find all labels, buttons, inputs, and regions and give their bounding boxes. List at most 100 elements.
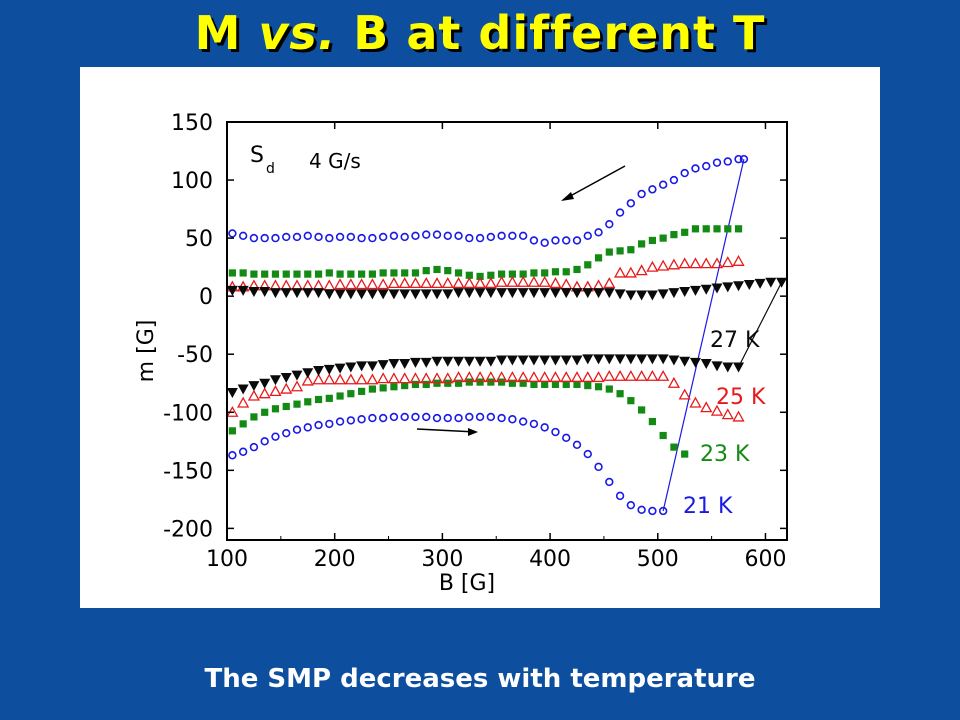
series-2-upper-point	[721, 256, 734, 268]
series-2-upper-point	[678, 257, 691, 269]
series-0-upper-point	[626, 199, 636, 208]
arrow-down-sweep	[562, 165, 626, 201]
series-2-lower-point	[560, 371, 573, 383]
x-tick-label: 300	[421, 547, 463, 572]
series-0-lower-point	[497, 413, 506, 423]
series-3-lower-point	[259, 378, 271, 389]
series-3-lower-point	[463, 356, 475, 367]
series-2-lower-point	[323, 373, 336, 385]
series-3-lower-point	[280, 372, 292, 383]
series-3-upper-point	[506, 288, 518, 299]
series-0-lower-point	[271, 432, 280, 441]
series-3-lower-point	[226, 388, 238, 399]
series-0-lower-point	[605, 477, 614, 487]
series-0-upper-point	[335, 232, 345, 242]
y-tick-label: 100	[171, 169, 213, 194]
series-2-lower-point	[700, 401, 713, 413]
series-1-lower-point	[347, 390, 355, 398]
series-0-lower-point	[508, 415, 517, 424]
series-3-lower-point	[453, 356, 465, 367]
series-2-upper-point	[344, 278, 357, 290]
series-0-upper-point	[443, 231, 452, 240]
series-0-lower-point	[443, 413, 452, 423]
series-0-upper-point	[594, 228, 603, 237]
series-3-lower-point	[291, 370, 303, 381]
series-2-lower-point	[301, 374, 314, 386]
series-0-lower-point	[325, 419, 334, 429]
series-2-upper-point	[613, 266, 627, 278]
series-3-upper-point	[700, 284, 712, 295]
series-3-lower-point	[549, 355, 561, 366]
series-0-upper-point	[739, 154, 749, 164]
series-3-upper-point	[345, 289, 357, 300]
series-1-lower-point	[422, 380, 430, 389]
series-3-upper-point	[765, 277, 777, 288]
series-2-upper-point	[333, 278, 347, 290]
series-3-upper-point	[237, 285, 249, 296]
series-0-lower-point	[378, 413, 388, 423]
series-label-0: 21 K	[683, 494, 733, 519]
y-tick-label: -50	[177, 343, 213, 368]
series-1-upper-point	[627, 246, 635, 254]
series-1-upper-point	[702, 225, 710, 233]
series-1-upper-point	[314, 270, 323, 278]
y-tick-label: 50	[185, 227, 213, 252]
series-3-upper-point	[539, 288, 551, 299]
series-0-lower-point	[658, 506, 668, 516]
sweep-rate-annotation: S d 4 G/s	[250, 143, 361, 177]
series-2-upper-point	[657, 259, 670, 271]
series-1-upper-point	[573, 265, 581, 274]
series-2-lower-point	[463, 371, 476, 383]
series-3-lower-point	[539, 355, 551, 366]
series-0-lower-point	[238, 447, 248, 456]
series-1-upper-point	[304, 270, 312, 278]
series-3-lower-point	[636, 354, 648, 365]
title-part-vs: vs.	[258, 6, 337, 60]
series-3-lower-point	[420, 357, 432, 368]
series-2-lower-point	[430, 372, 444, 384]
series-3-upper-point	[517, 288, 529, 299]
series-0-lower-point	[465, 412, 474, 422]
series-labels: 21 K 23 K 25 K 27 K	[683, 328, 766, 519]
series-3-upper-point	[334, 289, 346, 300]
series-0-lower-point	[432, 413, 442, 423]
series-0-upper-point	[605, 219, 614, 229]
series-3-upper-point	[226, 285, 238, 296]
series-0-upper-point	[271, 233, 280, 243]
series-2-lower-point	[721, 408, 734, 420]
series-3-lower-point	[377, 360, 389, 371]
y-tick-label: -200	[163, 517, 213, 542]
series-0-upper-point	[389, 231, 399, 240]
series-3-upper-point	[646, 290, 658, 301]
series-1-upper-point	[487, 271, 495, 279]
sweep-rate-text: 4 G/s	[309, 149, 361, 173]
series-2-lower-point	[603, 369, 616, 381]
series-1-lower-point	[293, 400, 301, 408]
series-2-lower-point	[732, 410, 745, 422]
series-1-upper-point	[584, 261, 592, 269]
series-3-lower-point	[409, 357, 421, 368]
series-2-lower-point	[333, 373, 347, 385]
series-3-upper-point	[356, 289, 368, 300]
series-1-lower-point	[573, 380, 581, 389]
y-axis-label: m [G]	[134, 320, 159, 383]
series-0-upper-point	[325, 233, 334, 243]
series-0-lower-point	[346, 416, 356, 425]
series-1-upper-point	[465, 271, 473, 279]
series-3-lower-point	[323, 364, 335, 375]
series-2-upper-point	[710, 257, 724, 269]
series-0-lower-point	[292, 425, 302, 434]
series-0-lower-point	[583, 449, 592, 459]
series-0-upper-point	[238, 231, 248, 240]
series-3-lower-point	[733, 362, 745, 373]
chart-svg: 100 200 300 400 500 600150100500-50-100-150-2…	[134, 111, 788, 596]
series-0-upper-point	[422, 230, 431, 239]
series-3-upper-point	[420, 289, 432, 300]
series-3-upper-point	[453, 288, 465, 299]
series-0-lower-point	[411, 412, 420, 422]
series-1-lower-point	[390, 383, 398, 391]
x-tick-label: 100	[206, 547, 248, 572]
series-0-upper-point	[282, 232, 291, 242]
series-3-lower-point	[313, 365, 325, 376]
series-2-lower-point	[290, 380, 304, 392]
